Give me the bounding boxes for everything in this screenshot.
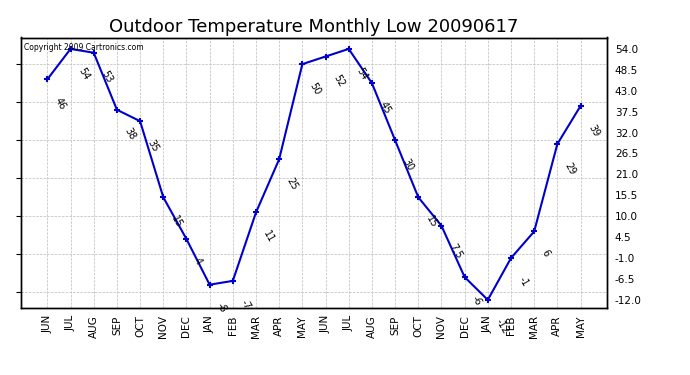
Text: 53: 53 bbox=[99, 69, 114, 85]
Text: 54: 54 bbox=[354, 66, 369, 81]
Text: Copyright 2009 Cartronics.com: Copyright 2009 Cartronics.com bbox=[23, 43, 144, 52]
Title: Outdoor Temperature Monthly Low 20090617: Outdoor Temperature Monthly Low 20090617 bbox=[109, 18, 519, 36]
Text: 15: 15 bbox=[424, 214, 439, 230]
Text: 7.5: 7.5 bbox=[447, 242, 464, 261]
Text: 4: 4 bbox=[192, 256, 204, 266]
Text: 38: 38 bbox=[122, 126, 137, 142]
Text: 45: 45 bbox=[377, 100, 393, 116]
Text: -1: -1 bbox=[517, 275, 530, 288]
Text: 30: 30 bbox=[401, 157, 415, 172]
Text: 46: 46 bbox=[53, 96, 68, 112]
Text: -12: -12 bbox=[493, 316, 510, 335]
Text: 35: 35 bbox=[146, 138, 161, 153]
Text: -7: -7 bbox=[238, 297, 252, 311]
Text: 29: 29 bbox=[563, 160, 578, 176]
Text: 15: 15 bbox=[169, 214, 184, 230]
Text: 6: 6 bbox=[540, 248, 551, 258]
Text: 54: 54 bbox=[76, 66, 91, 81]
Text: 11: 11 bbox=[262, 229, 276, 245]
Text: 25: 25 bbox=[285, 176, 299, 192]
Text: 50: 50 bbox=[308, 81, 323, 96]
Text: 39: 39 bbox=[586, 123, 601, 138]
Text: 52: 52 bbox=[331, 73, 346, 89]
Text: -8: -8 bbox=[215, 302, 228, 315]
Text: -6: -6 bbox=[470, 294, 484, 307]
